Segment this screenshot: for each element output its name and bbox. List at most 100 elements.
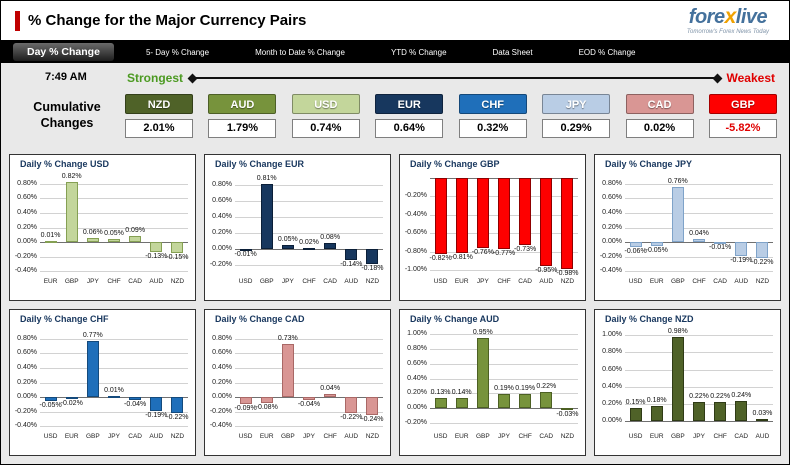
x-axis-label: USD <box>238 433 253 440</box>
bar-value-label: -0.77% <box>492 250 516 258</box>
gridline <box>40 411 188 413</box>
tab-data-sheet[interactable]: Data Sheet <box>492 47 533 57</box>
bar-value-label: -0.95% <box>535 266 558 274</box>
x-axis-label: EUR <box>454 278 469 285</box>
gridline <box>625 256 773 258</box>
strongest-weakest-line <box>191 77 719 79</box>
y-axis-tick-label: 1.00% <box>602 331 622 339</box>
plot-area: 0.80% 0.60% 0.40% 0.20% 0.00% -0.20% -0.01% USD… <box>210 174 384 285</box>
x-axis-label: JPY <box>476 278 489 285</box>
bar-value-label: -0.05% <box>645 246 668 254</box>
bar-cad <box>129 235 142 243</box>
x-axis-label: AUD <box>344 278 359 285</box>
gridline <box>430 349 578 351</box>
cumulative-value-nzd: 2.01% <box>125 119 193 138</box>
bar-value-label: -0.82% <box>429 254 452 262</box>
bar-chf <box>519 393 532 408</box>
x-axis-label: JPY <box>86 278 99 285</box>
tab-ytd-change[interactable]: YTD % Change <box>390 47 447 57</box>
currency-chip-nzd: NZD <box>125 94 193 114</box>
bar-value-label: -0.14% <box>340 261 363 269</box>
logo-wordmark: forexlive <box>687 6 769 27</box>
zero-axis-line <box>625 242 773 244</box>
y-axis-tick-label: -0.40% <box>404 210 427 218</box>
forexlive-logo[interactable]: forexlive Tomorrow's Forex News Today <box>687 6 775 35</box>
y-axis-tick-label: 1.00% <box>407 330 427 338</box>
y-axis-tick-label: 0.00% <box>17 238 37 246</box>
bar-value-label: -0.08% <box>255 403 278 411</box>
tab-day-change[interactable]: Day % Change <box>13 43 114 61</box>
bar-gbp <box>86 340 99 398</box>
time-label: 7:49 AM <box>45 71 87 83</box>
gridline <box>430 251 578 253</box>
bar-value-label: -0.02% <box>60 399 83 407</box>
x-axis-label: CAD <box>713 278 727 285</box>
y-axis-tick-label: 0.00% <box>212 393 232 401</box>
x-axis-label: AUD <box>149 278 164 285</box>
logo-part-fore: fore <box>688 6 725 28</box>
bar-value-label: 0.82% <box>61 173 82 181</box>
bar-chf <box>498 177 510 250</box>
x-axis-label: USD <box>628 433 643 440</box>
bar-usd <box>434 398 447 408</box>
gridline <box>235 426 383 428</box>
bar-value-label: -0.01% <box>709 243 732 251</box>
x-axis-label: GBP <box>280 433 295 440</box>
currency-chip-aud: AUD <box>208 94 277 114</box>
gridline <box>625 227 773 229</box>
plot-area: 0.80% 0.60% 0.40% 0.20% 0.00% -0.20% -0.40% 0.0… <box>15 173 189 285</box>
y-axis-tick-label: 0.00% <box>17 393 37 401</box>
daily-change-jpy: Daily % Change JPY 0.80% 0.60% 0.40% 0.20% 0.… <box>594 154 781 301</box>
x-axis-label: GBP <box>670 278 685 285</box>
y-axis-tick-label: -0.20% <box>14 407 37 415</box>
y-axis-tick-label: -0.40% <box>209 422 232 430</box>
y-axis-tick-label: 0.00% <box>212 245 232 253</box>
x-axis-label: CHF <box>497 278 511 285</box>
x-axis-label: EUR <box>64 433 79 440</box>
tab-5-day-change[interactable]: 5- Day % Change <box>145 47 210 57</box>
bar-aud <box>345 249 358 261</box>
currency-chip-chf: CHF <box>458 94 527 114</box>
y-axis-tick-label: 0.20% <box>17 378 37 386</box>
y-axis-tick-label: 0.60% <box>212 196 232 204</box>
bar-chf <box>324 394 337 398</box>
gridline <box>625 183 773 185</box>
x-axis-label: CHF <box>323 433 337 440</box>
bar-nzd <box>171 397 184 414</box>
y-axis-tick-label: -0.40% <box>599 267 622 275</box>
tab-eod-change[interactable]: EOD % Change <box>578 47 636 57</box>
bar-value-label: -0.81% <box>450 253 473 261</box>
bar-value-label: 0.13% <box>430 389 451 397</box>
cumulative-changes-text: Cumulative Changes <box>33 100 101 130</box>
x-axis-label: CHF <box>302 278 316 285</box>
y-axis-tick-label: 0.40% <box>407 374 427 382</box>
bar-value-label: 0.81% <box>256 174 277 182</box>
gridline <box>625 271 773 273</box>
tab-month-to-date-change[interactable]: Month to Date % Change <box>255 47 345 57</box>
bar-usd <box>434 177 447 254</box>
currency-chips-row: NZD AUD USD EUR CHF JPY CAD GBP <box>123 94 779 114</box>
bar-jpy <box>108 396 120 399</box>
x-axis-label: NZD <box>755 278 770 285</box>
chart-title: Daily % Change GBP <box>410 159 500 169</box>
bar-jpy <box>498 393 510 408</box>
cumulative-values-row: 2.01% 1.79% 0.74% 0.64% 0.32% 0.29% 0.02% -5.82… <box>123 119 779 138</box>
bar-value-label: 0.09% <box>125 226 146 234</box>
plot-area: 0.80% 0.60% 0.40% 0.20% 0.00% -0.20% -0.40% -0.… <box>15 330 189 440</box>
y-axis-tick-label: 0.40% <box>17 363 37 371</box>
bar-aud <box>540 177 553 266</box>
bar-value-label: -0.24% <box>361 415 384 423</box>
x-axis-label: JPY <box>303 433 315 440</box>
gridline <box>430 334 578 336</box>
currency-chip-eur: EUR <box>375 94 444 114</box>
bar-eur <box>455 397 468 408</box>
page-title: % Change for the Major Currency Pairs <box>28 12 307 29</box>
bar-value-label: -0.22% <box>340 414 363 422</box>
x-axis-label: GBP <box>85 433 100 440</box>
bar-value-label: 0.04% <box>320 385 341 393</box>
bar-value-label: 0.02% <box>299 238 319 246</box>
y-axis-tick-label: 0.60% <box>212 349 232 357</box>
y-axis-tick-label: 0.60% <box>602 365 622 373</box>
plot-area: 0.80% 0.60% 0.40% 0.20% 0.00% -0.20% -0.40% -0.… <box>600 175 774 285</box>
